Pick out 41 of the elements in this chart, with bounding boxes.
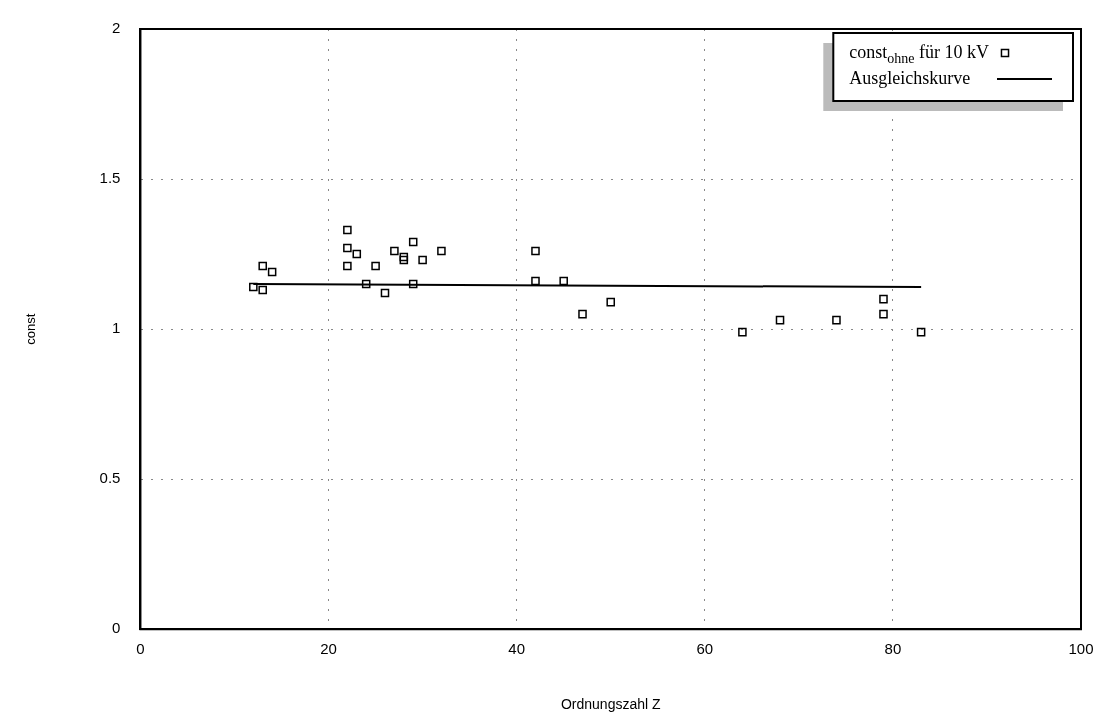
legend-label: Ausgleichskurve — [849, 67, 971, 88]
point — [418, 255, 427, 265]
point — [390, 246, 399, 256]
y-tick-label: 0 — [112, 619, 121, 637]
x-tick-label: 100 — [1068, 640, 1094, 658]
point — [249, 282, 258, 292]
x-tick-label: 40 — [508, 640, 526, 658]
point — [531, 276, 540, 286]
point — [531, 246, 540, 256]
point — [258, 285, 268, 295]
point — [879, 294, 888, 304]
point — [343, 225, 352, 235]
point — [775, 315, 785, 325]
x-axis-title: Ordnungszahl Z — [560, 696, 661, 713]
y-tick-label: 2 — [112, 19, 121, 37]
point — [408, 237, 418, 247]
point — [361, 279, 371, 289]
point — [258, 261, 268, 271]
point — [578, 309, 587, 319]
x-tick-label: 60 — [696, 640, 714, 658]
point — [267, 267, 277, 277]
point — [606, 297, 616, 307]
y-axis-title: const — [23, 313, 39, 345]
point — [738, 327, 747, 337]
y-tick-label: 1.5 — [99, 169, 121, 187]
point — [343, 243, 352, 253]
point — [916, 327, 926, 337]
y-tick-label: 0.5 — [99, 469, 121, 487]
point — [559, 276, 568, 286]
point — [408, 279, 418, 289]
x-tick-label: 20 — [320, 640, 337, 658]
point — [832, 315, 841, 325]
point — [352, 249, 362, 259]
x-tick-label: 0 — [136, 640, 145, 658]
point — [437, 246, 446, 256]
y-tick-label: 1 — [112, 319, 121, 337]
point — [343, 261, 352, 271]
point — [879, 309, 888, 319]
point — [371, 261, 380, 271]
x-tick-label: 80 — [884, 640, 902, 658]
point — [380, 288, 390, 298]
